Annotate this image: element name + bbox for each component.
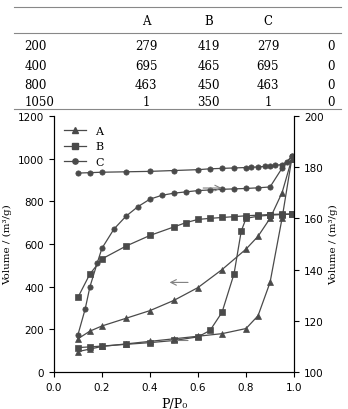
Text: 400: 400 (24, 60, 47, 73)
Y-axis label: Volume / (m³/g): Volume / (m³/g) (3, 204, 13, 285)
Text: 1: 1 (142, 96, 150, 109)
Text: 279: 279 (135, 40, 157, 53)
Text: 450: 450 (198, 79, 220, 92)
Text: 0: 0 (327, 60, 334, 73)
Text: 200: 200 (24, 40, 47, 53)
Text: 279: 279 (257, 40, 279, 53)
Text: 0: 0 (327, 79, 334, 92)
Text: 800: 800 (24, 79, 47, 92)
Text: 465: 465 (198, 60, 220, 73)
Text: 419: 419 (198, 40, 220, 53)
Text: C: C (263, 15, 272, 28)
Text: 0: 0 (327, 40, 334, 53)
Text: 463: 463 (135, 79, 157, 92)
X-axis label: P/P₀: P/P₀ (161, 398, 187, 409)
Text: 463: 463 (257, 79, 279, 92)
Text: 695: 695 (135, 60, 157, 73)
Text: 1050: 1050 (24, 96, 54, 109)
Legend: A, B, C: A, B, C (60, 122, 108, 172)
Text: B: B (204, 15, 213, 28)
Text: 350: 350 (198, 96, 220, 109)
Text: 1: 1 (264, 96, 272, 109)
Text: 695: 695 (257, 60, 279, 73)
Text: A: A (142, 15, 150, 28)
Text: 0: 0 (327, 96, 334, 109)
Y-axis label: Volume / (m³/g): Volume / (m³/g) (329, 204, 338, 285)
